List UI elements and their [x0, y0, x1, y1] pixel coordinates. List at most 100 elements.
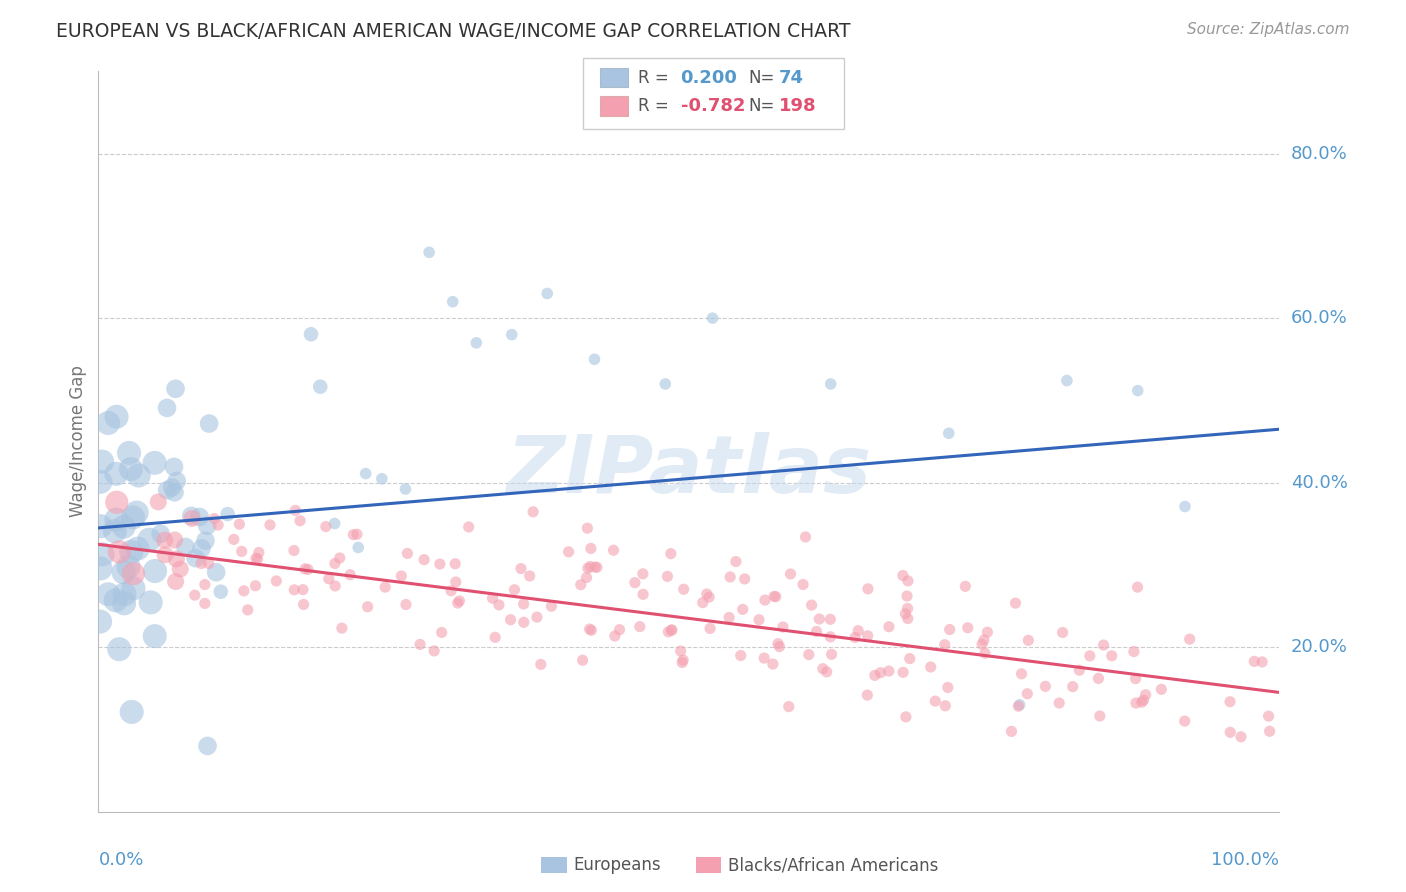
- Text: 74: 74: [779, 69, 804, 87]
- Point: [1178, 632, 1201, 647]
- Point: [765, 590, 787, 604]
- Point: [672, 653, 695, 667]
- Point: [444, 574, 467, 589]
- Point: [730, 648, 752, 663]
- Point: [1122, 644, 1144, 658]
- Point: [396, 546, 419, 560]
- Point: [779, 566, 801, 581]
- Point: [395, 598, 418, 612]
- Point: [718, 610, 741, 624]
- Point: [1008, 698, 1031, 712]
- Point: [148, 495, 170, 509]
- Point: [856, 688, 879, 702]
- Point: [1047, 696, 1070, 710]
- Point: [294, 562, 316, 576]
- Point: [139, 595, 162, 609]
- Point: [696, 587, 718, 601]
- Point: [503, 582, 526, 597]
- Point: [513, 615, 536, 630]
- Point: [794, 530, 817, 544]
- Point: [602, 543, 624, 558]
- Point: [122, 566, 145, 581]
- Point: [1078, 648, 1101, 663]
- Point: [165, 552, 187, 566]
- Point: [346, 527, 368, 541]
- Point: [291, 582, 314, 597]
- Point: [198, 417, 221, 431]
- Point: [1258, 724, 1281, 739]
- Point: [153, 548, 176, 562]
- Point: [128, 468, 150, 483]
- Point: [1174, 500, 1197, 514]
- Text: 198: 198: [779, 97, 817, 115]
- Point: [89, 475, 111, 489]
- Point: [897, 611, 920, 625]
- Point: [112, 566, 135, 580]
- Point: [90, 561, 112, 575]
- Point: [974, 646, 997, 660]
- Point: [856, 582, 879, 596]
- Point: [236, 603, 259, 617]
- Point: [125, 506, 148, 520]
- Text: 60.0%: 60.0%: [1291, 310, 1347, 327]
- Point: [166, 474, 188, 488]
- Point: [156, 483, 179, 497]
- Point: [156, 401, 179, 415]
- Point: [583, 560, 606, 574]
- Point: [898, 651, 921, 665]
- Point: [457, 520, 479, 534]
- Point: [536, 286, 558, 301]
- Point: [955, 579, 977, 593]
- Point: [586, 560, 609, 574]
- Text: 100.0%: 100.0%: [1212, 851, 1279, 869]
- Text: Blacks/African Americans: Blacks/African Americans: [728, 856, 939, 874]
- Point: [188, 510, 211, 524]
- Point: [165, 382, 187, 396]
- Point: [672, 582, 695, 597]
- Point: [347, 541, 370, 555]
- Point: [797, 648, 820, 662]
- Point: [318, 572, 340, 586]
- Point: [90, 519, 112, 533]
- Text: Source: ZipAtlas.com: Source: ZipAtlas.com: [1187, 22, 1350, 37]
- Point: [194, 577, 217, 591]
- Point: [122, 510, 145, 524]
- Point: [315, 519, 337, 533]
- Point: [920, 660, 942, 674]
- Point: [692, 596, 714, 610]
- Point: [654, 376, 676, 391]
- Point: [190, 541, 212, 556]
- Point: [579, 541, 602, 556]
- Point: [934, 698, 956, 713]
- Point: [143, 456, 166, 470]
- Point: [288, 514, 311, 528]
- Point: [323, 516, 346, 531]
- Point: [863, 668, 886, 682]
- Point: [1132, 693, 1154, 707]
- Point: [748, 613, 770, 627]
- Point: [768, 640, 790, 654]
- Point: [1033, 679, 1056, 693]
- Point: [374, 580, 396, 594]
- Point: [266, 574, 288, 588]
- Point: [540, 599, 562, 614]
- Point: [441, 294, 464, 309]
- Text: 20.0%: 20.0%: [1291, 638, 1347, 657]
- Point: [217, 507, 239, 521]
- Text: 0.0%: 0.0%: [98, 851, 143, 869]
- Point: [575, 570, 598, 584]
- Text: R =: R =: [638, 97, 669, 115]
- Point: [190, 557, 212, 571]
- Point: [114, 587, 136, 601]
- Point: [820, 376, 842, 391]
- Point: [1087, 672, 1109, 686]
- Point: [938, 426, 960, 441]
- Point: [105, 495, 128, 509]
- Point: [669, 644, 692, 658]
- Point: [1101, 648, 1123, 663]
- Point: [180, 508, 202, 523]
- Point: [245, 579, 267, 593]
- Point: [897, 574, 920, 588]
- Point: [603, 629, 626, 643]
- Point: [724, 555, 747, 569]
